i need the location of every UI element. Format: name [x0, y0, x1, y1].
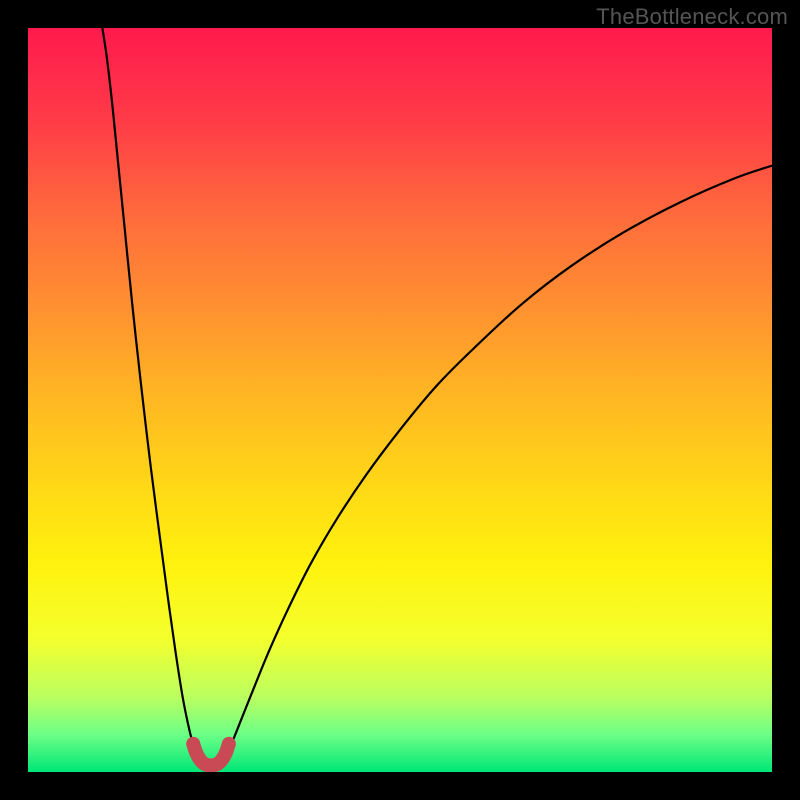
watermark-text: TheBottleneck.com [596, 4, 788, 30]
plot-area [28, 28, 772, 772]
gradient-background [28, 28, 772, 772]
chart-container: TheBottleneck.com [0, 0, 800, 800]
chart-svg [28, 28, 772, 772]
